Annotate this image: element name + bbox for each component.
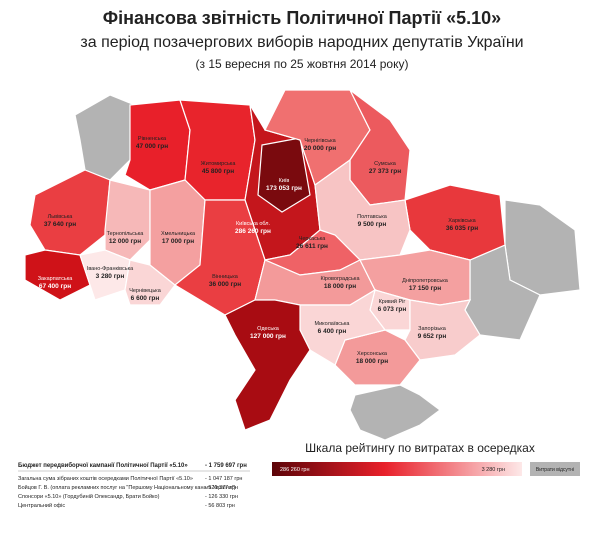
region-name: Миколаївська [315,321,351,327]
region-name: Харківська [448,218,476,224]
region-name: Івано-Франківська [87,266,134,272]
legend-no-data [530,462,580,476]
region-amount: 173 053 грн [266,185,302,192]
budget-title: Бюджет передвиборчої кампанії Політичної… [18,462,188,469]
legend-scale [272,462,522,476]
region-name: Чернівецька [129,288,162,294]
region-amount: 286 260 грн [235,228,271,235]
region-luhansk [504,199,581,296]
region [404,299,481,361]
region-amount: 3 280 грн [96,273,125,280]
legend-max: 286 260 грн [280,467,310,473]
region-name: Дніпропетровська [402,278,449,284]
region-name: Хмельницька [161,231,196,237]
region-name: Запорізька [418,326,447,332]
region-name: Вінницька [212,274,239,280]
region-amount: 6 073 грн [378,306,407,313]
legend-no-data-label: Витрати відсутні [536,467,574,473]
region-name: Херсонська [357,351,388,357]
region-amount: 127 000 грн [250,333,286,340]
legend: Шкала рейтингу по витратах в осередках 2… [272,441,580,476]
region-name: Чернігівська [304,138,336,144]
region-amount: 18 000 грн [324,283,356,290]
map [24,89,581,441]
region-amount: 12 000 грн [109,238,141,245]
region-amount: 17 000 грн [162,238,194,245]
budget-item-label: Бойцов Г. В. (оплата рекламних послуг на… [18,484,236,491]
region-volyn [74,94,136,181]
period: (з 15 вересня по 25 жовтня 2014 року) [196,57,409,71]
region-name: Одеська [257,326,280,332]
region-amount: 37 640 грн [44,221,76,228]
legend-min: 3 280 грн [482,467,505,473]
region-name: Черкаська [299,236,327,242]
region-amount: 9 652 грн [418,333,447,340]
region-amount: 47 000 грн [136,143,168,150]
budget-item-label: Загальна сума зібраних коштів осередками… [18,476,193,482]
region [224,299,311,431]
budget-item-amount: - 1 047 187 грн [205,476,242,482]
subtitle: за період позачергових виборів народних … [80,34,523,51]
region-amount: 17 150 грн [409,285,441,292]
region-name: Рівненська [138,136,167,142]
region-amount: 27 373 грн [369,168,401,175]
budget-item-amount: - 126 330 грн [205,494,238,500]
region-crimea [349,384,441,441]
budget-items: Загальна сума зібраних коштів осередками… [18,476,242,509]
budget-item-label: Спонсори «5.10» (Гордубиній Олександр, Б… [18,493,160,500]
budget-item-amount: - 529 377 грн [205,485,238,491]
region-name: Тернопільська [107,231,145,237]
region-name: Сумська [374,161,397,167]
region-amount: 36 035 грн [446,225,478,232]
region [179,99,256,201]
region-amount: 36 000 грн [209,281,241,288]
region-name: Житомирська [201,161,237,167]
title: Фінансова звітність Політичної Партії «5… [103,8,501,28]
legend-title: Шкала рейтингу по витратах в осередках [305,441,535,455]
region-name: Кривий Ріг [379,298,406,305]
region-amount: 26 611 грн [296,243,328,250]
region-name: Київ [279,178,290,184]
region [104,179,151,261]
region-name: Полтавська [357,214,388,220]
region [334,329,421,386]
region-amount: 20 000 грн [304,145,336,152]
budget-item-label: Центральний офіс [18,502,65,509]
region-name: Кіровоградська [321,276,361,282]
budget: Бюджет передвиборчої кампанії Політичної… [18,462,250,509]
region-amount: 6 400 грн [318,328,347,335]
region-amount: 6 600 грн [131,295,160,302]
region-amount: 18 000 грн [356,358,388,365]
region [29,169,111,256]
region [257,137,311,213]
region-name: Львівська [48,214,74,220]
region-amount: 9 500 грн [358,221,387,228]
budget-item-amount: - 56 803 грн [205,503,235,509]
region-name: Закарпатська [38,276,74,282]
region-name: Київська обл. [236,221,271,227]
region [349,89,411,206]
budget-total: - 1 759 697 грн [205,463,247,469]
region-amount: 67 400 грн [39,283,71,290]
region-amount: 45 800 грн [202,168,234,175]
region [404,184,506,261]
